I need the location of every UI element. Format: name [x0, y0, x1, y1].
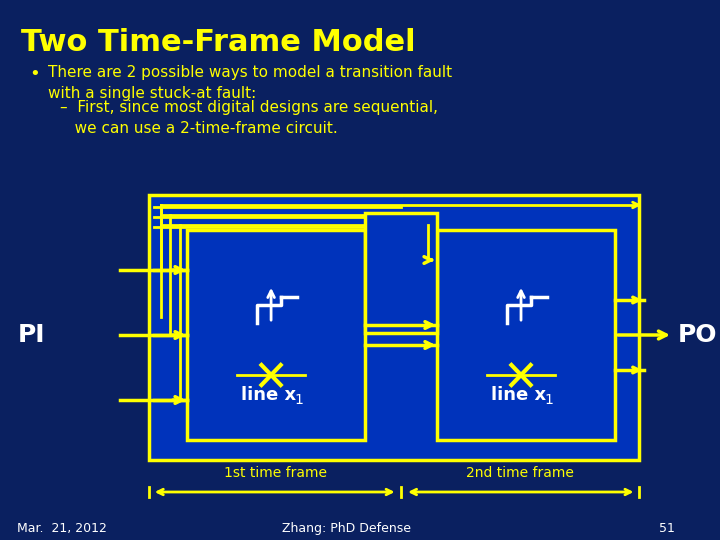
- Text: Zhang: PhD Defense: Zhang: PhD Defense: [282, 522, 410, 535]
- Text: 1: 1: [294, 393, 303, 407]
- Text: 2nd time frame: 2nd time frame: [467, 466, 575, 480]
- Text: line x: line x: [490, 386, 546, 404]
- Bar: [187, 230, 365, 440]
- Text: PO: PO: [678, 323, 717, 347]
- Text: •: •: [29, 65, 40, 83]
- Text: There are 2 possible ways to model a transition fault
with a single stuck-at fau: There are 2 possible ways to model a tra…: [48, 65, 452, 101]
- Text: line x: line x: [240, 386, 296, 404]
- Text: Mar.  21, 2012: Mar. 21, 2012: [17, 522, 107, 535]
- Bar: [365, 213, 437, 333]
- Bar: [149, 195, 639, 460]
- Text: 51: 51: [659, 522, 675, 535]
- Text: –  First, since most digital designs are sequential,
   we can use a 2-time-fram: – First, since most digital designs are …: [60, 100, 438, 136]
- Text: 1: 1: [544, 393, 554, 407]
- Bar: [437, 230, 615, 440]
- Text: PI: PI: [17, 323, 45, 347]
- Text: 1st time frame: 1st time frame: [224, 466, 327, 480]
- Text: Two Time-Frame Model: Two Time-Frame Model: [21, 28, 415, 57]
